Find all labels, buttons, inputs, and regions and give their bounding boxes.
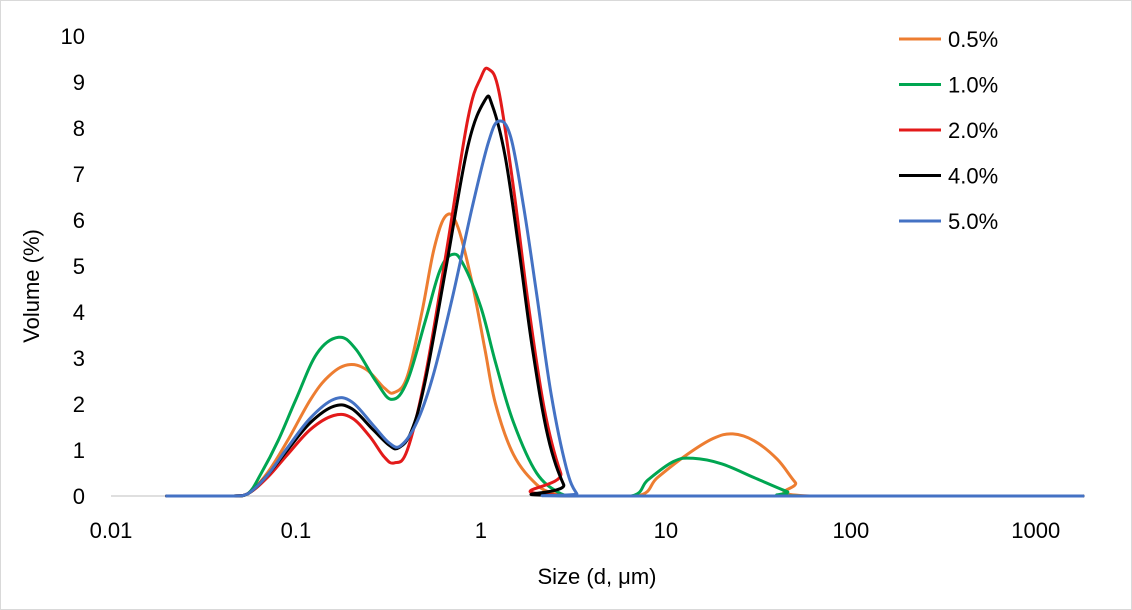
legend-label: 2.0% [948, 118, 998, 143]
legend-label: 1.0% [948, 73, 998, 98]
legend-label: 4.0% [948, 164, 998, 189]
axes-layer: 0 1 2 3 4 5 6 7 8 9 10 0.01 0.1 1 10 100 1000 [61, 24, 1083, 543]
y-tick-label: 0 [73, 484, 85, 509]
series-line-4.0% [165, 94, 1085, 498]
x-tick-label: 0.1 [281, 518, 312, 543]
legend: 0.5% 1.0% 2.0% 4.0% 5.0% [899, 27, 998, 234]
y-tick-label: 6 [73, 208, 85, 233]
series-line-2.0% [165, 66, 1085, 498]
y-axis-title: Volume (%) [19, 229, 44, 343]
x-axis-title: Size (d, μm) [537, 564, 656, 589]
series-line-1.0% [165, 252, 1085, 498]
x-tick-label: 1000 [1011, 518, 1060, 543]
series-layer [165, 66, 1085, 498]
y-tick-label: 1 [73, 438, 85, 463]
y-tick-label: 2 [73, 392, 85, 417]
y-tick-label: 10 [61, 24, 85, 49]
series-line-5.0% [165, 119, 1085, 498]
x-tick-label: 1 [475, 518, 487, 543]
series-line-0.5% [165, 212, 1085, 498]
y-tick-label: 9 [73, 70, 85, 95]
x-tick-label: 10 [654, 518, 678, 543]
y-tick-label: 4 [73, 300, 85, 325]
x-tick-label: 100 [832, 518, 869, 543]
legend-label: 5.0% [948, 209, 998, 234]
y-tick-label: 8 [73, 116, 85, 141]
x-tick-label: 0.01 [90, 518, 133, 543]
y-tick-label: 7 [73, 162, 85, 187]
y-tick-label: 3 [73, 346, 85, 371]
y-tick-label: 5 [73, 254, 85, 279]
legend-label: 0.5% [948, 27, 998, 52]
